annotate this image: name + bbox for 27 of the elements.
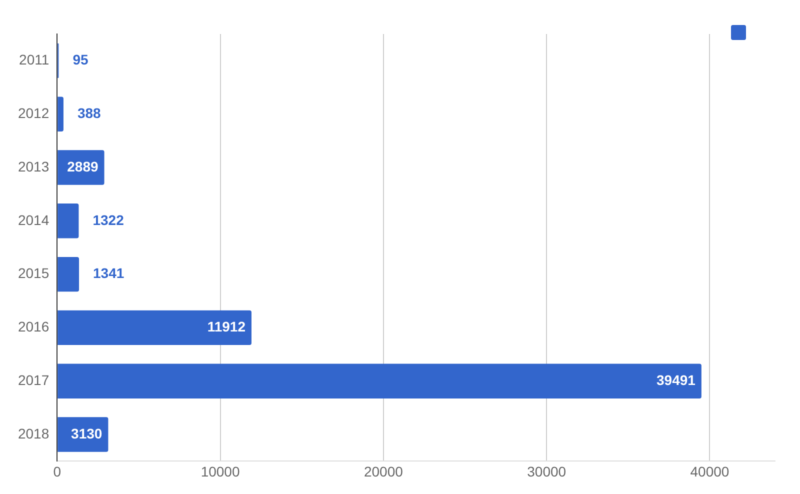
- bar: [58, 96, 64, 132]
- data-label: 1322: [92, 212, 124, 228]
- data-label: 95: [72, 52, 88, 68]
- x-tick-label: 40000: [690, 463, 730, 480]
- y-tick-label: 2011: [19, 52, 50, 68]
- x-tick-label: 30000: [527, 463, 566, 480]
- bar: [58, 256, 80, 292]
- bar: [58, 310, 252, 346]
- y-tick-label: 2016: [18, 318, 50, 335]
- y-tick-label: 2013: [18, 158, 50, 174]
- y-tick-label: 2018: [18, 425, 50, 442]
- x-tick-label: 20000: [364, 463, 404, 480]
- bar: [58, 417, 108, 452]
- y-tick-label: 2015: [18, 265, 50, 282]
- data-label: 39491: [656, 372, 696, 388]
- y-tick-label: 2017: [18, 372, 50, 388]
- x-tick-label: 10000: [200, 463, 240, 480]
- data-label: 3130: [71, 425, 102, 442]
- y-tick-label: 2012: [18, 104, 50, 121]
- x-tick-label: 0: [53, 463, 62, 480]
- data-label: 388: [77, 104, 102, 121]
- y-tick-label: 2014: [18, 212, 50, 228]
- data-label: 2889: [67, 158, 98, 174]
- bar: [58, 364, 702, 398]
- bar: [58, 204, 79, 238]
- data-label: 1341: [93, 265, 124, 282]
- data-label: 11912: [207, 318, 246, 335]
